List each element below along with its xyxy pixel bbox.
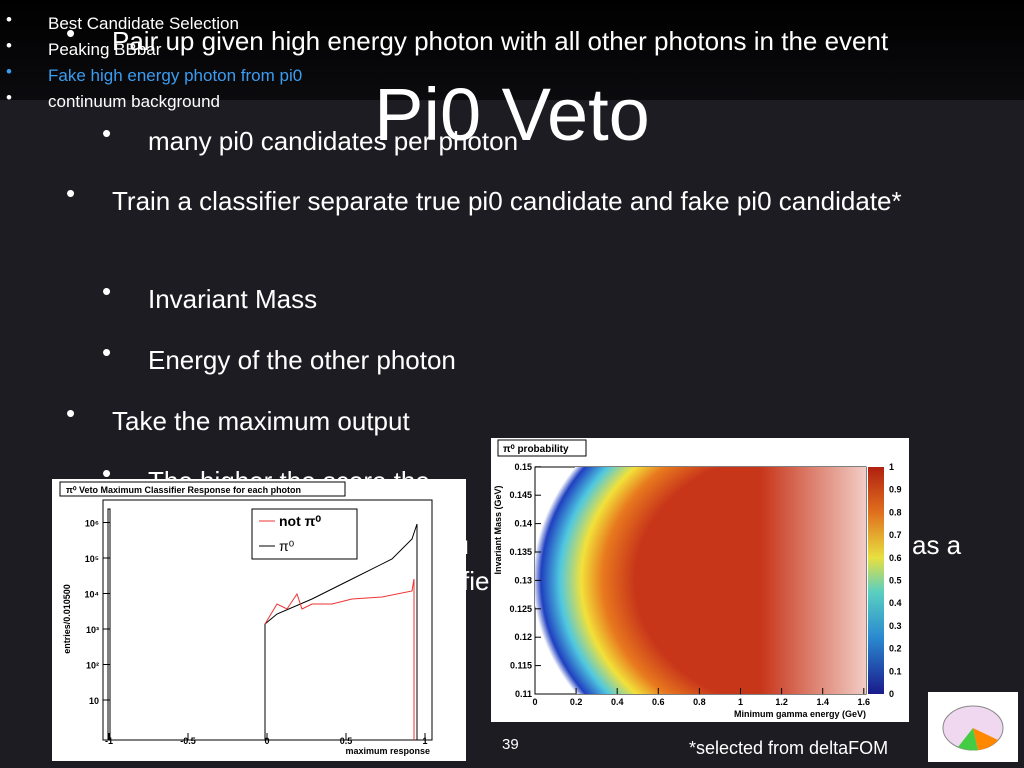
left-plot: π⁰ Veto Maximum Classifier Response for …	[52, 479, 466, 761]
nav-bullet: •	[6, 10, 12, 29]
bullet-text: Invariant Mass	[148, 284, 318, 314]
footnote: *selected from deltaFOM	[689, 738, 889, 758]
y-tick-label: 0.11	[515, 689, 532, 699]
x-tick-label: 1	[422, 736, 427, 746]
y-tick-label: 0.12	[514, 632, 532, 642]
x-tick-label: 0.2	[570, 697, 583, 707]
colorbar-label: 0.6	[889, 553, 902, 563]
x-tick-label: -0.5	[180, 736, 196, 746]
nav-item: continuum background	[48, 92, 221, 111]
y-tick-label: 0.145	[509, 490, 532, 500]
bullet-dot: •	[102, 337, 112, 367]
legend-entry: not π⁰	[279, 513, 321, 529]
bullet-text: Pair up given high energy photon with al…	[112, 26, 889, 56]
x-tick-label: -1	[105, 736, 113, 746]
x-tick-label: 0.8	[693, 697, 706, 707]
y-tick-label: 10²	[86, 661, 99, 671]
legend-entry: π⁰	[279, 538, 295, 554]
y-tick-label: 0.115	[510, 661, 532, 671]
bullet-dot: •	[102, 276, 112, 306]
nav-bullet: •	[6, 36, 12, 55]
x-tick-label: 0	[532, 697, 537, 707]
text-fragment: fie	[462, 566, 490, 596]
y-tick-label: 0.125	[509, 604, 532, 614]
plot-title: π⁰ probability	[503, 444, 569, 455]
x-tick-label: 1	[738, 697, 743, 707]
x-label: maximum response	[345, 746, 430, 756]
colorbar-label: 0.4	[889, 598, 902, 608]
y-tick-label: 10⁴	[85, 590, 99, 600]
y-label: entries/0.010500	[62, 584, 72, 654]
bullet-dot: •	[66, 18, 76, 48]
nav-bullet: •	[6, 88, 12, 107]
bullet-dot: •	[66, 398, 76, 428]
nav-item: Best Candidate Selection	[48, 14, 239, 33]
y-tick-label: 0.135	[509, 547, 532, 557]
y-tick-label: 0.14	[514, 519, 532, 529]
bullet-text: Energy of the other photon	[148, 345, 456, 375]
y-tick-label: 10⁵	[85, 554, 99, 564]
y-tick-label: 10	[89, 696, 99, 706]
x-tick-label: 0	[264, 736, 269, 746]
x-tick-label: 1.4	[816, 697, 829, 707]
x-tick-label: 1.6	[858, 697, 871, 707]
x-tick-label: 1.2	[775, 697, 788, 707]
colorbar-label: 0.5	[889, 576, 902, 586]
colorbar-label: 0.3	[889, 621, 902, 631]
nav-bullet: •	[6, 62, 12, 81]
x-tick-label: 0.6	[652, 697, 665, 707]
text-fragment: as a	[912, 530, 962, 560]
nav-item: Fake high energy photon from pi0	[48, 66, 303, 85]
x-tick-label: 0.4	[611, 697, 624, 707]
colorbar-label: 0.1	[889, 666, 902, 676]
plot-title: π⁰ Veto Maximum Classifier Response for …	[66, 485, 301, 495]
colorbar-label: 0.2	[889, 644, 902, 654]
bullet-text: Train a classifier separate true pi0 can…	[112, 186, 902, 216]
y-tick-label: 0.13	[514, 575, 532, 585]
nav-item: Peaking BBbar	[48, 40, 162, 59]
bullet-text: many pi0 candidates per photon	[148, 126, 519, 156]
right-plot: π⁰ probability Invariant Mass (GeV) Minimu…	[491, 438, 909, 722]
bullet-dot: •	[102, 458, 112, 488]
bullet-dot: •	[102, 118, 112, 148]
page-number: 39	[502, 736, 519, 753]
colorbar-label: 0.9	[889, 485, 902, 495]
top-band	[0, 0, 1024, 100]
thumbnail	[928, 692, 1018, 762]
y-tick-label: 10⁶	[85, 519, 99, 529]
slide-title: Pi0 Veto	[374, 73, 650, 156]
colorbar-label: 0.8	[889, 507, 902, 517]
bullet-dot: •	[66, 178, 76, 208]
colorbar-label: 0	[889, 689, 894, 699]
y-tick-label: 10³	[86, 625, 99, 635]
x-tick-label: 0.5	[340, 736, 353, 746]
x-label: Minimum gamma energy (GeV)	[734, 709, 866, 719]
colorbar-label: 1	[889, 462, 894, 472]
y-tick-label: 0.15	[514, 462, 532, 472]
colorbar-label: 0.7	[889, 530, 902, 540]
y-label: Invariant Mass (GeV)	[493, 485, 503, 574]
bullet-text: Take the maximum output	[112, 406, 410, 436]
